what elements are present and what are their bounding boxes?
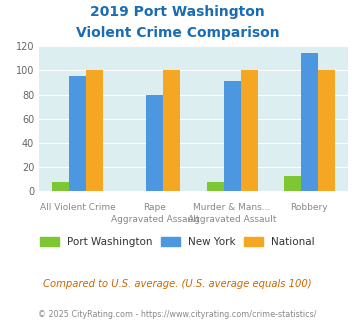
Bar (86, 70, 103, 191)
Legend: Port Washington, New York, National: Port Washington, New York, National (36, 233, 319, 251)
Bar (163, 70, 180, 191)
Text: Murder & Mans...: Murder & Mans... (193, 203, 271, 212)
Bar (69, 77, 86, 191)
Bar (301, 53, 318, 191)
Text: Violent Crime Comparison: Violent Crime Comparison (76, 26, 279, 40)
Text: Compared to U.S. average. (U.S. average equals 100): Compared to U.S. average. (U.S. average … (43, 279, 312, 289)
Bar (146, 95, 163, 191)
Text: Aggravated Assault: Aggravated Assault (111, 215, 199, 224)
Text: Aggravated Assault: Aggravated Assault (188, 215, 276, 224)
Bar (241, 70, 258, 191)
Bar (207, 182, 224, 191)
Bar (52, 182, 69, 191)
Bar (284, 176, 301, 191)
Bar (318, 70, 335, 191)
Text: © 2025 CityRating.com - https://www.cityrating.com/crime-statistics/: © 2025 CityRating.com - https://www.city… (38, 310, 317, 319)
Text: All Violent Crime: All Violent Crime (40, 203, 115, 212)
Text: Rape: Rape (143, 203, 166, 212)
Bar (224, 81, 241, 191)
Text: Robbery: Robbery (290, 203, 328, 212)
Text: 2019 Port Washington: 2019 Port Washington (90, 5, 265, 19)
